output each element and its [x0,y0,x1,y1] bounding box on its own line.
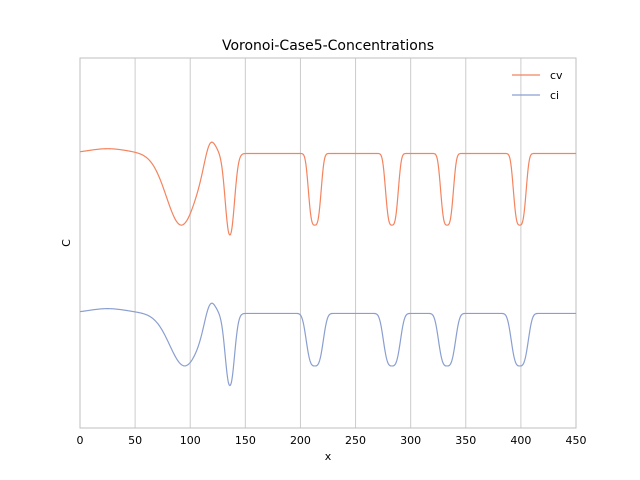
x-tick-label: 300 [400,434,421,447]
x-tick-label: 350 [455,434,476,447]
series-line-ci [79,302,576,387]
legend-label-ci: ci [550,89,559,102]
y-axis-label: C [60,239,73,247]
x-tick-label: 0 [77,434,84,447]
x-axis-label: x [325,450,332,463]
x-tick-label: 250 [345,434,366,447]
plot-frame [79,57,577,429]
x-tick-label: 400 [510,434,531,447]
x-tick-label: 50 [128,434,142,447]
x-tick-label: 150 [235,434,256,447]
series-layer [79,141,576,387]
legend: cv ci [512,69,563,102]
series-line-cv [79,141,576,236]
x-tick-labels: 0 50 100 150 200 250 300 350 400 450 [77,434,587,447]
legend-label-cv: cv [550,69,563,82]
grid-lines [134,58,522,428]
x-tick-label: 100 [180,434,201,447]
chart-title: Voronoi-Case5-Concentrations [222,38,434,54]
x-tick-label: 200 [290,434,311,447]
x-tick-label: 450 [566,434,587,447]
